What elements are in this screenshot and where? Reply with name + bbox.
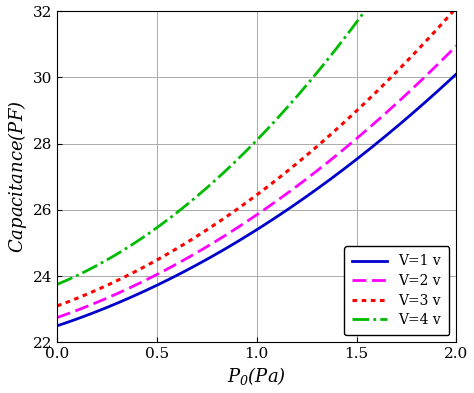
V=2 v — [292, 185, 298, 190]
V=2 v — [54, 315, 60, 320]
V=2 v — [416, 80, 422, 85]
V=1 v — [291, 203, 296, 208]
V=1 v — [292, 202, 298, 207]
V=2 v — [55, 315, 61, 320]
V=3 v — [299, 157, 304, 162]
Y-axis label: $Capacitance(PF)$: $Capacitance(PF)$ — [6, 100, 28, 253]
Line: V=2 v: V=2 v — [57, 46, 456, 318]
V=3 v — [54, 304, 60, 309]
V=3 v — [391, 72, 396, 77]
V=1 v — [55, 323, 61, 328]
V=1 v — [299, 198, 304, 202]
V=4 v — [55, 281, 61, 286]
V=4 v — [54, 282, 60, 287]
V=1 v — [454, 72, 459, 76]
Line: V=1 v: V=1 v — [57, 74, 456, 326]
V=1 v — [416, 105, 422, 110]
V=3 v — [292, 163, 298, 167]
V=2 v — [454, 44, 459, 48]
X-axis label: $P_0(Pa)$: $P_0(Pa)$ — [227, 365, 286, 387]
V=3 v — [454, 6, 459, 10]
Line: V=4 v: V=4 v — [57, 0, 456, 285]
V=2 v — [291, 186, 296, 191]
V=2 v — [391, 104, 396, 108]
V=1 v — [391, 127, 396, 132]
V=3 v — [291, 164, 296, 169]
V=3 v — [55, 303, 61, 308]
Legend: V=1 v, V=2 v, V=3 v, V=4 v: V=1 v, V=2 v, V=3 v, V=4 v — [344, 246, 449, 336]
V=4 v — [299, 89, 304, 94]
V=4 v — [291, 98, 296, 103]
V=3 v — [416, 46, 422, 51]
V=1 v — [54, 323, 60, 328]
V=2 v — [299, 180, 304, 185]
Line: V=3 v: V=3 v — [57, 8, 456, 306]
V=4 v — [292, 97, 298, 101]
